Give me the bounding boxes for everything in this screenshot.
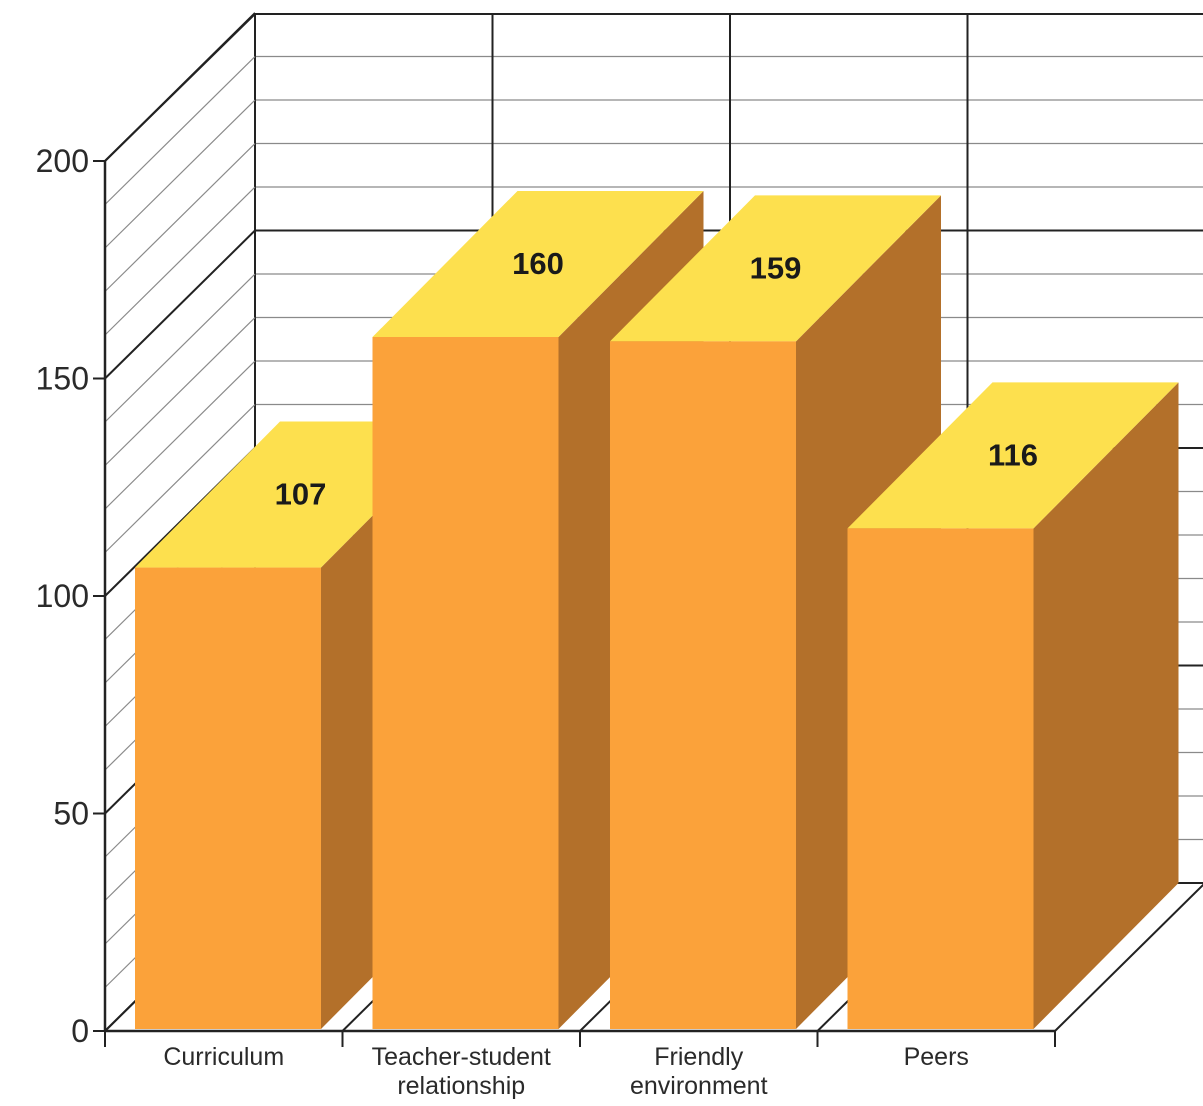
data-label: 107: [275, 477, 327, 512]
gridline: [104, 99, 256, 249]
bar-front: [372, 337, 559, 1029]
bar-front: [847, 528, 1034, 1029]
y-tick-label: 200: [36, 143, 89, 179]
category-label: Peers: [904, 1043, 969, 1071]
bar-top: [372, 191, 704, 337]
bar-front: [610, 341, 796, 1030]
bar-front: [135, 567, 321, 1029]
gridline: [104, 360, 256, 510]
gridline: [1054, 883, 1203, 1032]
category-label-line: Peers: [904, 1043, 969, 1071]
y-tick-label: 100: [36, 578, 89, 614]
bar: [610, 195, 941, 1030]
category-label-line: Curriculum: [163, 1043, 284, 1071]
category-label-line: Friendly: [654, 1043, 743, 1071]
gridline: [104, 13, 256, 162]
y-tick-label: 0: [71, 1013, 89, 1049]
category-label-line: relationship: [397, 1072, 525, 1100]
gridline: [104, 143, 256, 292]
gridline: [104, 229, 256, 380]
gridline: [104, 56, 256, 205]
y-tick-label: 50: [53, 796, 89, 832]
gridline: [104, 273, 256, 423]
gridline: [104, 186, 256, 336]
axes: 0 50 100 150 200: [36, 143, 1056, 1049]
category-label-line: Teacher-student: [372, 1043, 551, 1071]
bar-top: [610, 195, 941, 342]
category-label: Curriculum: [163, 1043, 284, 1071]
bar-side: [1033, 382, 1179, 1029]
data-label: 159: [750, 250, 802, 285]
gridline: [104, 317, 256, 466]
category-label: Friendly environment: [630, 1043, 768, 1100]
gridline: [104, 404, 256, 553]
bars: [135, 191, 1179, 1030]
category-label-line: environment: [630, 1072, 768, 1100]
bar: [847, 382, 1179, 1029]
y-tick-label: 150: [36, 361, 89, 397]
bar: [135, 421, 466, 1029]
data-label: 160: [512, 246, 564, 281]
bar-top: [847, 382, 1179, 529]
labels: 107 Curriculum 160 Teacher-student relations…: [163, 246, 1038, 1100]
data-label: 116: [988, 437, 1038, 472]
category-label: Teacher-student relationship: [372, 1043, 551, 1100]
